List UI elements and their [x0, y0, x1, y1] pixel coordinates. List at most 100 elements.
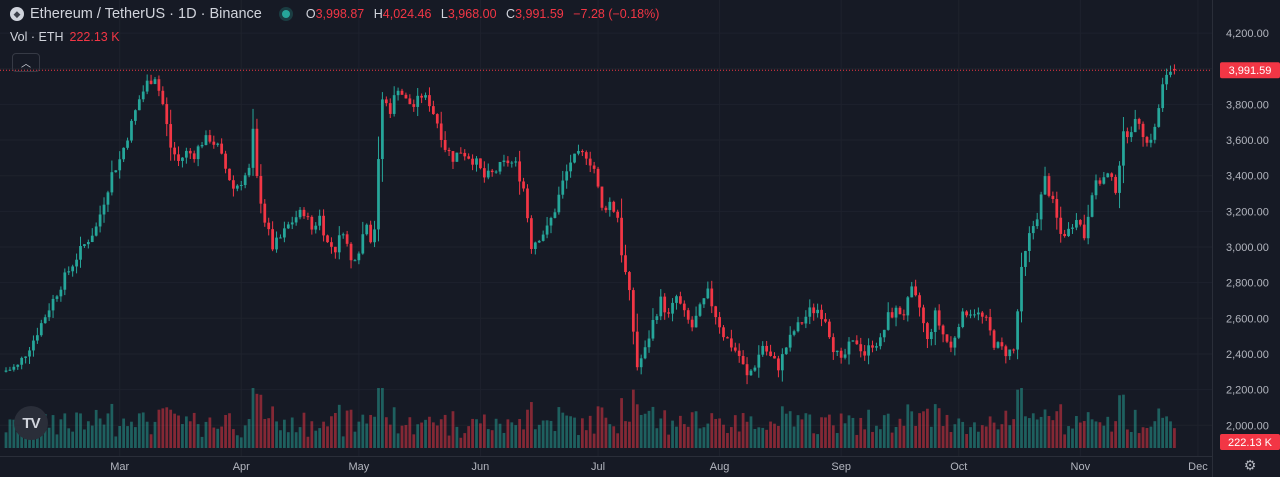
- candle-body: [357, 253, 361, 261]
- volume-bar: [106, 413, 110, 448]
- candle-body: [706, 288, 710, 299]
- candle: [957, 323, 961, 340]
- candle-body: [690, 319, 694, 328]
- symbol-legend[interactable]: ◆ Ethereum / TetherUS · 1D · Binance O3,…: [10, 6, 665, 22]
- volume-bar: [353, 431, 357, 448]
- candle-body: [322, 215, 325, 236]
- tradingview-logo-icon[interactable]: TV: [14, 406, 48, 440]
- volume-bar: [1126, 429, 1129, 448]
- volume-bar: [706, 423, 710, 448]
- candle: [1012, 348, 1016, 354]
- candle: [184, 147, 188, 164]
- candle-body: [177, 154, 180, 161]
- candle: [702, 298, 706, 308]
- candle: [392, 86, 396, 117]
- candle: [796, 316, 800, 333]
- candle: [71, 264, 75, 277]
- candle-body: [698, 304, 702, 316]
- candle-body: [1145, 137, 1149, 143]
- volume-bar: [357, 421, 361, 448]
- candle-body: [541, 234, 545, 241]
- candle-body: [67, 271, 71, 273]
- candle: [894, 305, 898, 327]
- volume-bar: [561, 412, 565, 448]
- volume-bar: [867, 409, 870, 448]
- candle-body: [635, 331, 639, 368]
- volume-bar: [588, 415, 592, 448]
- volume-bar: [83, 429, 86, 448]
- candle: [839, 347, 843, 364]
- candle-body: [992, 330, 996, 348]
- close-label: C: [506, 7, 516, 21]
- volume-bar: [149, 434, 153, 448]
- candle-body: [557, 194, 561, 213]
- candle-body: [514, 161, 518, 163]
- candle: [906, 295, 910, 322]
- candle-body: [792, 331, 796, 335]
- volume-bar: [79, 413, 82, 448]
- y-tick-label: 3,000.00: [1226, 242, 1269, 254]
- volume-bar: [596, 406, 600, 448]
- volume-bar: [455, 426, 459, 448]
- candle-body: [631, 290, 635, 332]
- candle-body: [330, 242, 333, 247]
- candle: [914, 279, 918, 297]
- volume-bar: [863, 429, 867, 448]
- volume-bar: [232, 429, 235, 448]
- candle-body: [796, 322, 800, 332]
- volume-bar: [90, 425, 94, 448]
- volume-bar: [937, 408, 941, 448]
- candle: [224, 150, 227, 174]
- candle-body: [1137, 118, 1141, 124]
- symbol-title[interactable]: Ethereum / TetherUS · 1D · Binance: [30, 6, 262, 22]
- candle: [1157, 104, 1161, 128]
- candle: [443, 131, 447, 153]
- candle: [1126, 127, 1129, 144]
- x-tick-label: Aug: [710, 461, 730, 473]
- candle-body: [318, 215, 322, 226]
- candle: [510, 160, 514, 168]
- candle-body: [204, 135, 208, 146]
- volume-bar: [926, 408, 929, 448]
- candle: [878, 333, 882, 350]
- candle: [780, 348, 784, 382]
- collapse-legend-button[interactable]: ︿: [12, 53, 40, 72]
- candle: [345, 230, 349, 247]
- volume-bar: [1137, 433, 1141, 448]
- candle: [326, 234, 329, 243]
- candle: [165, 97, 169, 137]
- volume-bar: [212, 427, 216, 448]
- candle-body: [1035, 219, 1039, 227]
- candle: [612, 200, 616, 213]
- volume-bar: [490, 430, 494, 448]
- volume-bar: [479, 423, 482, 448]
- candle-body: [710, 288, 714, 307]
- candle-body: [894, 307, 898, 318]
- volume-bar: [1094, 421, 1098, 448]
- candle: [188, 148, 192, 159]
- candle-body: [996, 342, 1000, 348]
- candle-body: [208, 135, 212, 142]
- volume-bar: [1078, 422, 1082, 448]
- volume-bar: [443, 414, 447, 448]
- gear-icon[interactable]: ⚙: [1243, 457, 1257, 473]
- volume-bar: [1039, 416, 1043, 448]
- volume-bar: [1075, 416, 1078, 448]
- candle-body: [526, 188, 529, 219]
- volume-bar: [86, 421, 90, 448]
- volume-bar: [424, 419, 427, 448]
- ethereum-logo-icon: ◆: [10, 7, 24, 21]
- volume-legend[interactable]: Vol · ETH 222.13 K: [10, 30, 120, 44]
- candle-body: [929, 332, 933, 340]
- candle-body: [412, 104, 416, 107]
- volume-bar: [839, 413, 843, 448]
- candle: [263, 199, 267, 227]
- candle: [820, 304, 823, 327]
- volume-bar: [722, 424, 725, 448]
- candle: [545, 216, 549, 239]
- volume-bar: [283, 419, 286, 448]
- volume-bar: [1098, 422, 1102, 448]
- candle: [882, 329, 886, 343]
- candle: [926, 321, 929, 349]
